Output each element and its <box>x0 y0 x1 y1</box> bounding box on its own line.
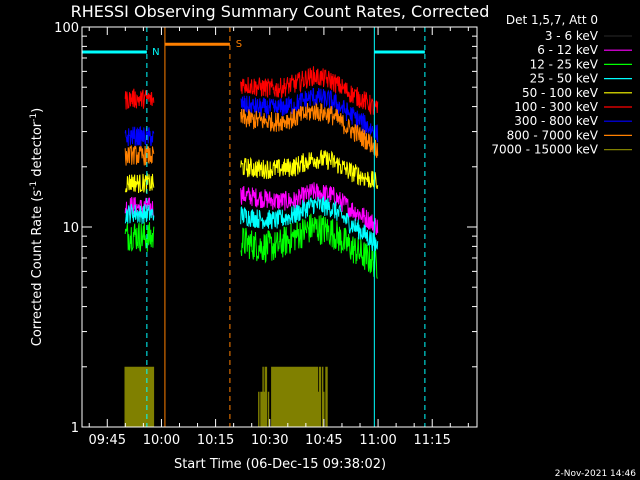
y-tick-label: 1 <box>71 421 79 436</box>
x-tick-label: 10:00 <box>143 433 180 448</box>
y-axis-label-exp2: -1 <box>29 113 39 122</box>
series-12-25keV <box>124 213 378 279</box>
legend-title: Det 1,5,7, Att 0 <box>506 13 598 27</box>
y-axis-label-end: ) <box>30 108 45 113</box>
series-50-100keV <box>124 149 379 194</box>
series-trace <box>124 204 155 224</box>
legend-entry-label: 300 - 800 keV <box>514 114 598 128</box>
series-trace <box>124 234 155 267</box>
series-trace <box>124 145 155 166</box>
series-trace <box>240 196 379 252</box>
series-trace <box>240 87 379 143</box>
data-layer <box>124 66 379 427</box>
series-trace <box>240 66 379 116</box>
series-trace <box>124 222 155 252</box>
y-tick-label: 100 <box>54 21 79 36</box>
series-25-50keV <box>124 196 379 252</box>
series-trace <box>240 149 379 190</box>
legend-entry-label: 25 - 50 keV <box>530 72 599 86</box>
flag-bar-label: S <box>236 39 242 50</box>
legend-entry-label: 7000 - 15000 keV <box>491 143 598 157</box>
series-trace <box>124 173 155 194</box>
series-trace <box>240 102 379 159</box>
y-axis-label: Corrected Count Rate (s-1 detector-1) <box>29 108 45 346</box>
x-tick-label: 09:45 <box>89 433 126 448</box>
x-tick-label: 10:45 <box>305 433 342 448</box>
footer-timestamp: 2-Nov-2021 14:46 <box>555 469 637 479</box>
series-100-300keV <box>124 66 379 116</box>
chart-title: RHESSI Observing Summary Count Rates, Co… <box>71 2 490 21</box>
series-300-800keV <box>124 87 379 147</box>
x-tick-label: 11:15 <box>413 433 450 448</box>
flag-bar-label: N <box>152 47 159 58</box>
legend-entry-label: 3 - 6 keV <box>545 29 599 43</box>
legend-entry-label: 6 - 12 keV <box>537 43 599 57</box>
series-800-7000keV <box>124 102 379 166</box>
series-7000-15000keV <box>124 366 328 427</box>
legend-entry-label: 12 - 25 keV <box>530 57 599 71</box>
series-trace <box>124 125 155 147</box>
series-trace <box>124 366 155 427</box>
x-tick-label: 11:00 <box>359 433 396 448</box>
y-axis-label-exp1: -1 <box>29 181 39 190</box>
series-trace <box>258 366 328 427</box>
series-trace <box>124 88 155 110</box>
series-trace <box>240 182 379 235</box>
y-tick-label: 10 <box>62 221 79 236</box>
y-axis-label-main: Corrected Count Rate (s <box>30 190 45 347</box>
legend-entry-label: 50 - 100 keV <box>522 86 599 100</box>
legend-entry-label: 800 - 7000 keV <box>507 128 599 142</box>
x-tick-label: 10:30 <box>251 433 288 448</box>
legend-entry-label: 100 - 300 keV <box>514 100 598 114</box>
x-axis-label: Start Time (06-Dec-15 09:38:02) <box>174 457 386 472</box>
series-trace <box>240 213 378 279</box>
y-axis-label-mid: detector <box>30 121 45 181</box>
x-tick-label: 10:15 <box>197 433 234 448</box>
axes-layer: 09:45 10:00 10:15 10:30 10:45 11:00 11:15 1 10 10… <box>54 21 477 448</box>
